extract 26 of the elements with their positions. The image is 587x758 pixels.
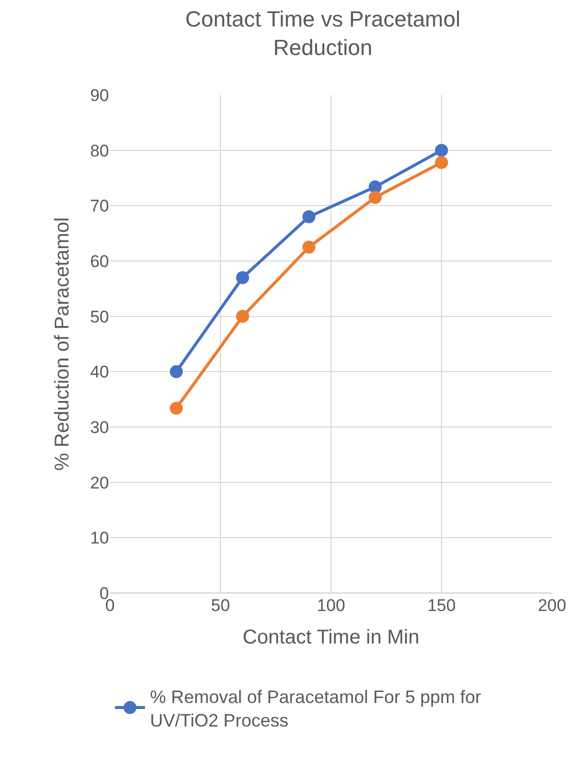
point xyxy=(302,240,316,254)
point xyxy=(236,271,250,284)
y-tick-label: 70 xyxy=(90,196,109,216)
x-tick-label: 100 xyxy=(316,596,346,615)
y-tick-label: 60 xyxy=(90,252,109,271)
point xyxy=(236,310,250,323)
y-tick-label: 40 xyxy=(90,362,109,382)
x-tick-label: 150 xyxy=(427,596,456,615)
y-tick-label: 30 xyxy=(90,418,109,437)
point xyxy=(170,365,183,378)
legend-label: % Removal of Paracetamol For 5 ppm for UV/TiO2 Process xyxy=(150,686,482,730)
y-tick-label: 90 xyxy=(90,86,109,105)
point xyxy=(368,190,382,204)
x-axis-title: Contact Time in Min xyxy=(242,626,420,648)
point xyxy=(435,144,448,157)
x-tick-label: 200 xyxy=(538,596,566,615)
y-tick-label: 20 xyxy=(90,473,109,492)
y-tick-label: 50 xyxy=(90,307,109,326)
y-axis-title: % Reduction of Paracetamol xyxy=(52,217,74,471)
x-tick-label: 50 xyxy=(211,596,230,615)
point xyxy=(170,402,183,415)
y-tick-label: 80 xyxy=(90,141,109,160)
point xyxy=(302,210,316,224)
y-tick-label: 10 xyxy=(90,528,109,548)
point xyxy=(435,156,448,170)
chart-title: Contact Time vs Pracetamol Reduction xyxy=(185,6,460,60)
